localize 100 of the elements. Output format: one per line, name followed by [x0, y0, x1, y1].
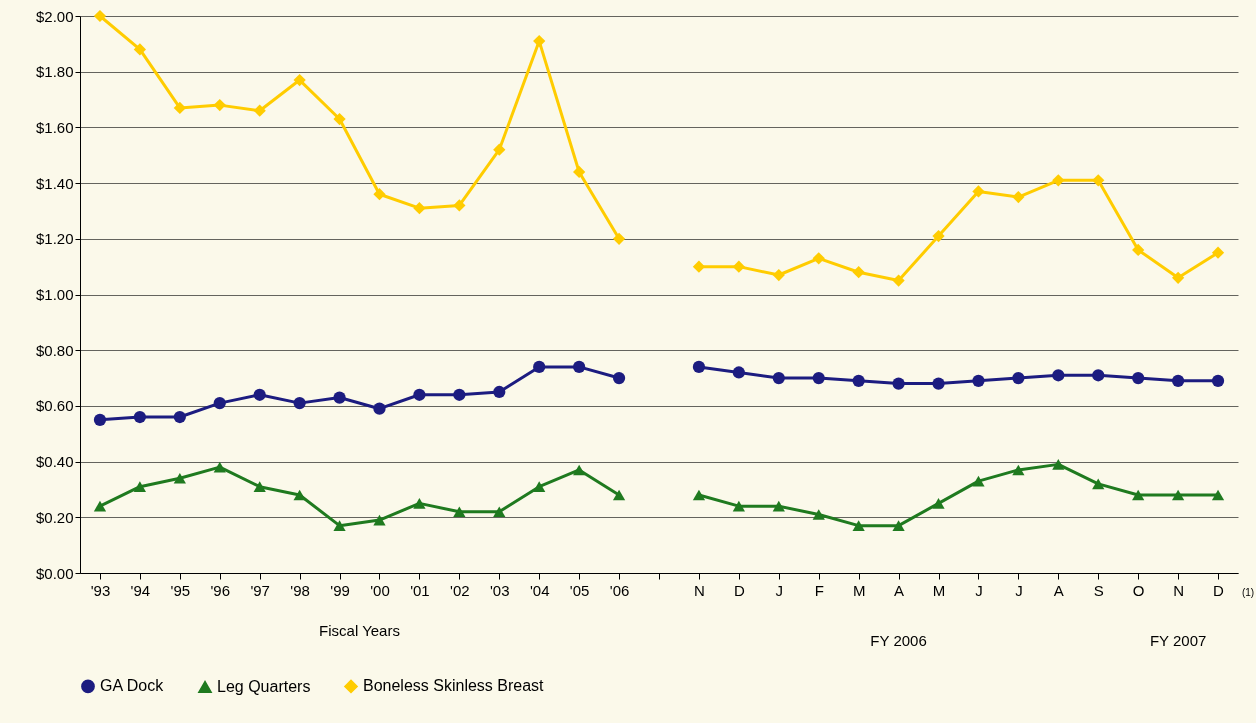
x-tick-label: D: [1213, 581, 1225, 599]
point: [1211, 374, 1225, 387]
text: FY 2007: [1149, 632, 1207, 649]
x-tick-label: '96: [210, 581, 231, 599]
x-tick-label: '01: [410, 581, 430, 599]
point: [93, 9, 107, 23]
x-tick-label: J: [975, 581, 983, 599]
point: [692, 260, 706, 273]
point: [732, 500, 745, 512]
point: [293, 73, 306, 87]
point: [1052, 369, 1065, 382]
x-tick-label: '95: [170, 581, 191, 599]
point: [173, 410, 186, 424]
point: [453, 388, 466, 401]
x-tick-label: J: [1015, 581, 1023, 599]
point: [253, 388, 266, 401]
x-tick-label: A: [894, 581, 905, 599]
point: [1012, 190, 1025, 204]
legend-label: Boneless Skinless Breast: [363, 677, 545, 695]
text: Fiscal Years: [319, 622, 400, 639]
point: [573, 464, 586, 476]
point: [493, 506, 506, 518]
point: [732, 260, 745, 273]
y-tick-label: $0.00: [35, 564, 74, 582]
y-tick-label: $1.80: [35, 63, 74, 81]
x-tick-label: '99: [330, 581, 350, 599]
y-tick-label: $1.60: [35, 118, 74, 136]
point: [333, 112, 346, 126]
point: [1132, 371, 1145, 385]
point: [173, 101, 186, 115]
y-tick-label: $0.60: [35, 397, 74, 415]
x-tick-label: A: [1053, 581, 1064, 599]
point: [812, 371, 825, 385]
y-tick-label: $1.00: [35, 286, 74, 303]
point: [732, 366, 745, 379]
y-tick-label: $0.20: [35, 508, 74, 526]
x-tick-label: '93: [90, 581, 111, 599]
point: [133, 43, 147, 56]
point: [1092, 478, 1105, 490]
point: [1171, 271, 1185, 284]
x-tick-label: '94: [130, 581, 151, 599]
point: [413, 202, 426, 215]
x-tick-label: S: [1093, 581, 1104, 599]
x-tick-label: '05: [569, 581, 590, 599]
point: [1132, 489, 1145, 501]
x-tick-label: D: [733, 581, 745, 599]
legend-label: Leg Quarters: [217, 677, 311, 695]
y-tick-label: $1.40: [35, 174, 74, 192]
y-tick-label: $1.20: [35, 230, 74, 248]
x-tick-label: M: [852, 581, 866, 599]
point: [1092, 174, 1105, 187]
point: [1171, 489, 1185, 501]
point: [573, 360, 586, 374]
point: [812, 509, 825, 520]
point: [852, 374, 865, 387]
point: [772, 268, 785, 282]
point: [972, 374, 985, 387]
point: [692, 360, 706, 374]
point: [93, 413, 107, 426]
point: [133, 481, 147, 492]
point: [133, 410, 147, 424]
point: [852, 266, 865, 279]
point: [1012, 371, 1025, 385]
point: [293, 397, 306, 410]
x-tick-label: '06: [609, 581, 630, 599]
point: [812, 252, 825, 265]
text: (1): [1241, 587, 1255, 598]
point: [1171, 374, 1185, 387]
y-tick-label: $0.40: [35, 453, 74, 471]
point: [373, 188, 386, 201]
y-tick-label: $0.80: [35, 341, 74, 359]
point: [533, 34, 546, 48]
point: [1092, 369, 1105, 382]
point: [932, 229, 945, 243]
x-tick-label: N: [694, 581, 705, 599]
point: [612, 489, 626, 501]
x-tick-label: '02: [450, 581, 470, 599]
text: FY 2006: [870, 632, 927, 649]
point: [493, 143, 506, 156]
point: [533, 360, 546, 374]
point: [772, 500, 785, 512]
x-tick-label: N: [1173, 581, 1185, 599]
point: [612, 232, 626, 245]
x-tick-label: J: [775, 581, 784, 599]
point: [772, 371, 785, 385]
x-tick-label: '03: [489, 581, 510, 599]
point: [612, 371, 626, 385]
point: [213, 99, 226, 112]
point: [1132, 243, 1145, 257]
x-tick-label: '98: [290, 581, 310, 599]
point: [413, 388, 426, 401]
x-tick-label: '97: [250, 581, 270, 599]
point: [93, 500, 107, 512]
x-tick-label: '04: [529, 581, 550, 599]
point: [1211, 246, 1225, 259]
point: [692, 489, 706, 501]
point: [213, 461, 226, 473]
y-tick-label: $2.00: [35, 7, 74, 25]
point: [573, 165, 586, 179]
point: [493, 385, 506, 399]
